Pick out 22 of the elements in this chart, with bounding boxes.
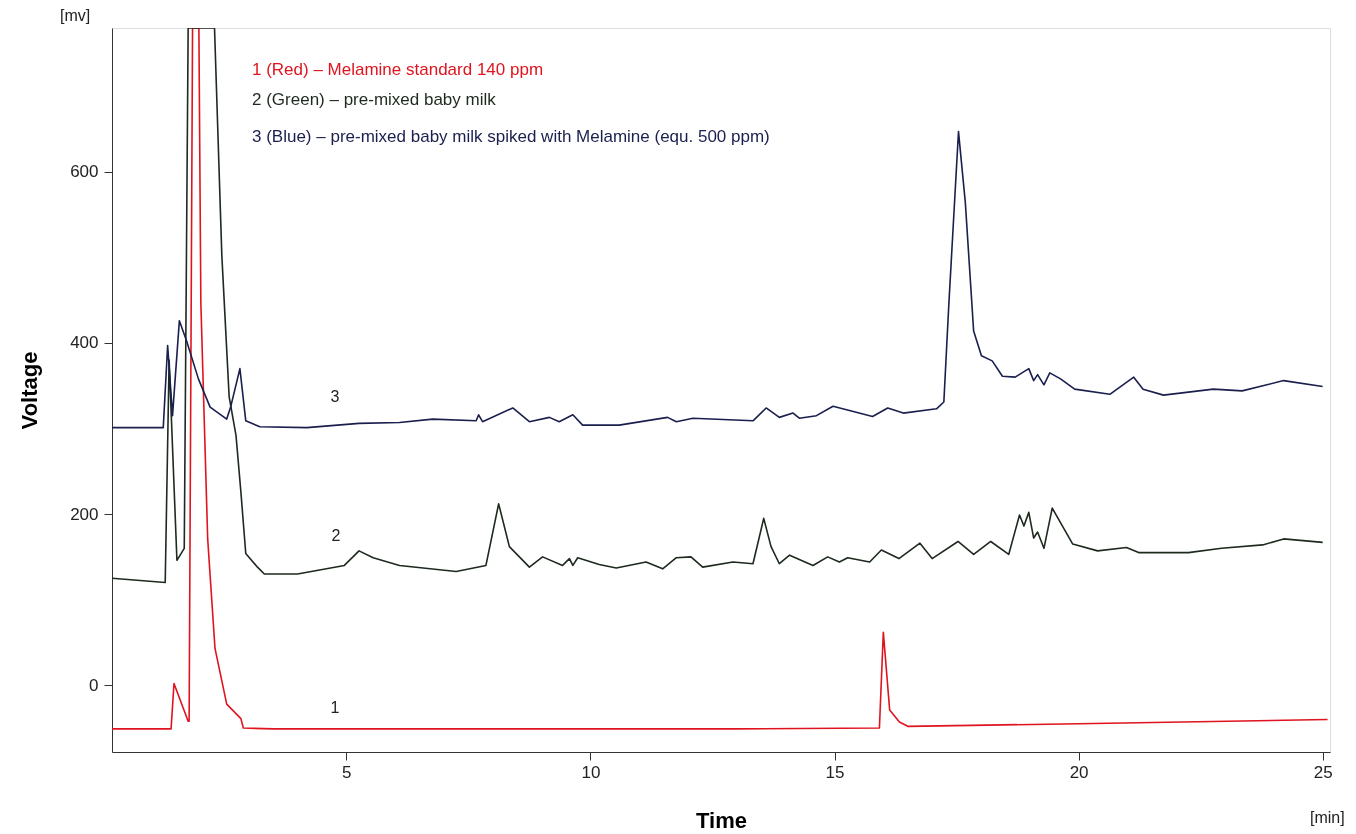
x-tick-label: 20 xyxy=(1069,762,1089,782)
x-tick-label: 5 xyxy=(342,762,352,782)
x-tick-label: 15 xyxy=(825,762,845,782)
text: [min] xyxy=(1310,809,1345,826)
y-tick-label: 0 xyxy=(89,675,99,695)
annotation: 3 xyxy=(330,388,340,405)
line-series xyxy=(112,28,1329,730)
annotation: 1 xyxy=(330,699,340,716)
y-axis-title: Voltage xyxy=(17,351,43,430)
y-tick-label: 400 xyxy=(70,333,99,353)
x-axis-title: Time xyxy=(696,807,747,833)
text: 3 (Blue) – pre-mixed baby milk spiked with Melamine (equ. 500 ppm) xyxy=(252,127,770,146)
line-series xyxy=(112,28,1324,584)
x-tick-label: 25 xyxy=(1313,762,1333,782)
annotation: 2 xyxy=(331,527,341,544)
y-tick-label: 600 xyxy=(70,162,99,182)
text: [mv] xyxy=(60,7,91,24)
text: 1 (Red) – Melamine standard 140 ppm xyxy=(252,60,544,79)
text: 2 (Green) – pre-mixed baby milk xyxy=(252,90,497,109)
y-tick-label: 200 xyxy=(70,504,99,524)
x-tick-label: 10 xyxy=(581,762,601,782)
line-series xyxy=(112,130,1324,429)
